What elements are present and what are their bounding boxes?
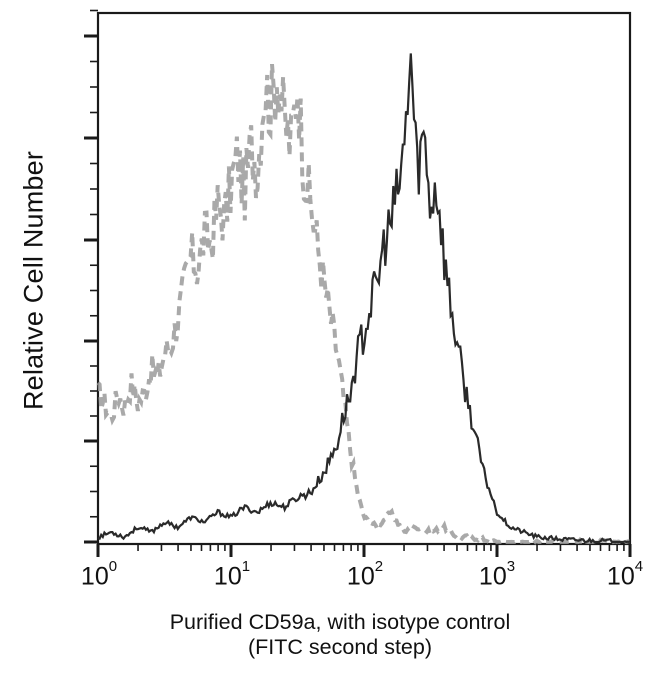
x-axis-ticks — [96, 544, 632, 557]
x-axis-label: Purified CD59a, with isotype control — [169, 610, 511, 634]
x-tick-label-10e0: 100 — [80, 558, 118, 591]
isotype-control-histogram — [96, 63, 630, 545]
x-tick-label-10e4: 104 — [606, 558, 644, 591]
x-tick-label-10e1: 101 — [213, 558, 251, 591]
y-axis-ticks — [84, 9, 98, 544]
x-tick-label-10e3: 103 — [478, 558, 516, 591]
x-tick-label-10e2: 102 — [346, 558, 384, 591]
y-axis-label: Relative Cell Number — [18, 150, 49, 411]
plot-frame — [96, 11, 632, 546]
cd59a-histogram — [97, 53, 630, 544]
x-axis-label-subtitle: (FITC second step) — [248, 635, 432, 659]
